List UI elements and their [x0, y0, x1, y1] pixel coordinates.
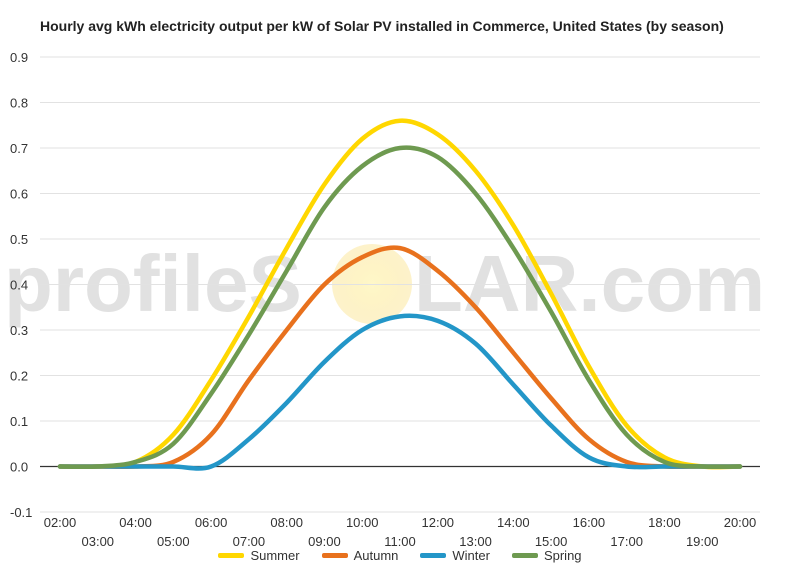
x-tick-label: 14:00: [497, 515, 530, 530]
legend-label-summer: Summer: [250, 548, 300, 563]
y-tick-label: 0.9: [10, 50, 28, 65]
chart-title: Hourly avg kWh electricity output per kW…: [40, 18, 724, 34]
legend-item-spring[interactable]: Spring: [511, 548, 582, 563]
y-tick-label: -0.1: [10, 505, 32, 520]
y-tick-label: 0.6: [10, 187, 28, 202]
x-tick-label: 07:00: [233, 534, 266, 549]
legend-swatch-spring: [511, 553, 538, 558]
legend-swatch-summer: [218, 553, 245, 558]
y-tick-label: 0.0: [10, 460, 28, 475]
watermark-text-right: LAR.com: [414, 239, 765, 328]
series-line-winter: [57, 313, 743, 471]
x-tick-label: 15:00: [535, 534, 568, 549]
x-tick-label: 19:00: [686, 534, 719, 549]
legend-item-winter[interactable]: Winter: [420, 548, 490, 563]
x-tick-label: 18:00: [648, 515, 681, 530]
x-tick-label: 11:00: [384, 534, 416, 549]
y-tick-label: 0.2: [10, 369, 28, 384]
x-tick-label: 04:00: [119, 515, 152, 530]
series-line-summer: [57, 118, 743, 470]
series-line-spring: [57, 145, 743, 470]
x-tick-label: 06:00: [195, 515, 228, 530]
y-tick-label: 0.5: [10, 232, 28, 247]
legend-swatch-winter: [420, 553, 447, 558]
x-tick-label: 09:00: [308, 534, 341, 549]
x-tick-label: 20:00: [724, 515, 757, 530]
y-tick-label: 0.1: [10, 414, 28, 429]
legend-label-spring: Spring: [543, 548, 582, 563]
x-axis: 02:00 03:00 04:00 05:00 06:00 07:00 08:00 09:00…: [44, 515, 757, 549]
legend-item-autumn[interactable]: Autumn: [321, 548, 399, 563]
legend-swatch-autumn: [321, 553, 348, 558]
y-tick-label: 0.8: [10, 96, 28, 111]
legend-label-autumn: Autumn: [353, 548, 399, 563]
legend-label-winter: Winter: [452, 548, 490, 563]
legend: Summer Autumn Winter Spring: [0, 548, 800, 563]
x-tick-label: 17:00: [610, 534, 643, 549]
y-tick-label: 0.4: [10, 278, 28, 293]
x-tick-label: 05:00: [157, 534, 190, 549]
grid: [40, 56, 760, 513]
x-tick-label: 08:00: [270, 515, 303, 530]
x-tick-label: 13:00: [459, 534, 492, 549]
series-lines: [57, 118, 743, 471]
x-tick-label: 03:00: [82, 534, 115, 549]
series-line-autumn: [57, 245, 743, 470]
legend-item-summer[interactable]: Summer: [218, 548, 300, 563]
y-tick-label: 0.3: [10, 323, 28, 338]
y-axis: 0.9 0.8 0.7 0.6 0.5 0.4 0.3 0.2 0.1 0.0 -0.1: [10, 50, 32, 520]
y-tick-label: 0.7: [10, 141, 28, 156]
x-tick-label: 10:00: [346, 515, 379, 530]
x-tick-label: 12:00: [422, 515, 455, 530]
x-tick-label: 16:00: [573, 515, 606, 530]
x-tick-label: 02:00: [44, 515, 77, 530]
